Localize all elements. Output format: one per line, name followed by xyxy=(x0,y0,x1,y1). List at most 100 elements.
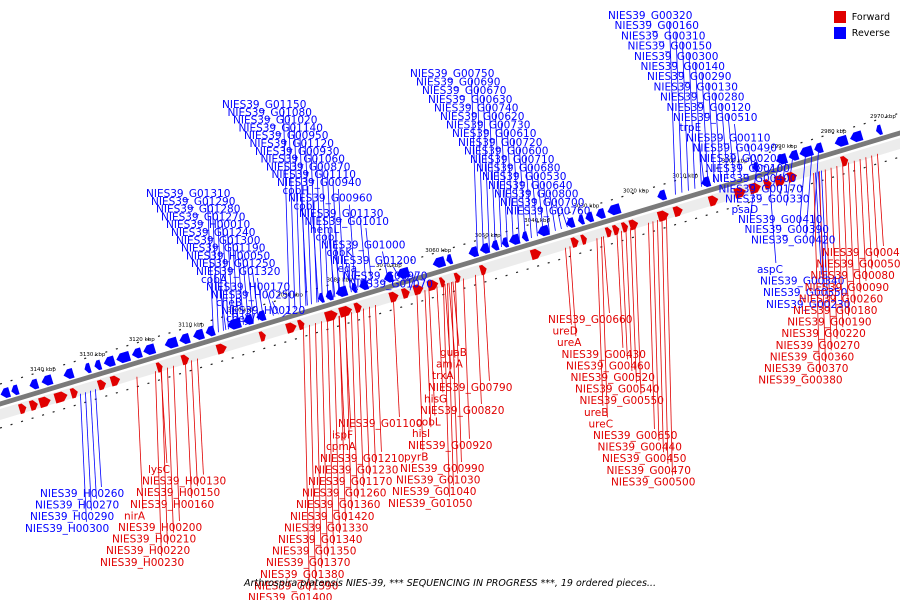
label-leader xyxy=(267,293,274,316)
forward-gene-label: NIES39_G01260 xyxy=(302,488,386,500)
gene-arrows xyxy=(0,124,883,415)
reverse-gene-arrow xyxy=(752,161,760,173)
forward-gene-arrow xyxy=(570,237,579,248)
label-leader xyxy=(455,280,462,463)
scale-tick-label: 3080 kbp xyxy=(326,278,352,284)
reverse-gene-arrow xyxy=(479,242,491,254)
label-leader xyxy=(596,238,604,406)
reverse-gene-label: NIES39_G00970 xyxy=(343,271,427,283)
label-leader xyxy=(345,259,352,293)
forward-gene-arrow xyxy=(628,219,639,231)
forward-gene-label: NIES39_G00460 xyxy=(566,360,650,372)
label-leader xyxy=(90,390,97,499)
reverse-gene-label: NIES39_G00710 xyxy=(470,154,554,166)
forward-gene-label: amiA xyxy=(436,359,464,371)
label-leader xyxy=(360,220,367,288)
reverse-gene-arrow xyxy=(29,378,40,390)
forward-gene-label: NIES39_H00230 xyxy=(100,557,184,569)
label-leader xyxy=(222,223,229,330)
forward-gene-label: NIES39_G00500 xyxy=(611,476,695,488)
reverse-gene-label: NIES39_G00680 xyxy=(476,163,560,175)
reverse-gene-arrow xyxy=(103,355,116,367)
reverse-gene-arrow xyxy=(11,384,20,396)
label-leader xyxy=(630,228,637,383)
reverse-gene-label: NIES39_H00010 xyxy=(166,219,250,231)
forward-gene-arrow xyxy=(18,403,27,415)
forward-gene-arrow xyxy=(388,291,399,303)
reverse-gene-label: NIES39_G00310 xyxy=(621,30,705,42)
forward-gene-label: lysC xyxy=(148,464,170,476)
label-leader xyxy=(652,221,660,441)
reverse-gene-arrow xyxy=(318,292,325,303)
forward-gene-label: NIES39_G01400 xyxy=(248,592,332,600)
label-leader xyxy=(675,32,683,193)
forward-gene-arrow xyxy=(53,391,68,404)
reverse-gene-arrow xyxy=(607,203,622,216)
forward-gene-label: cpmA xyxy=(326,441,357,453)
label-leader xyxy=(634,226,642,395)
reverse-gene-label: NIES39_G00690 xyxy=(416,77,500,89)
forward-gene-label: NIES39_G00540 xyxy=(575,384,659,396)
forward-gene-label: pyrB xyxy=(404,451,428,463)
label-leader xyxy=(334,243,341,296)
reverse-gene-label: NIES39_G00720 xyxy=(458,137,542,149)
legend-reverse: Reverse xyxy=(833,25,890,41)
reverse-gene-label: NIES39_G01150 xyxy=(222,99,306,111)
label-leader xyxy=(349,204,356,292)
reverse-gene-label: hemL xyxy=(310,224,339,236)
forward-gene-label: NIES39_H00160 xyxy=(130,499,214,511)
forward-gene-arrow xyxy=(69,388,78,399)
label-leader xyxy=(483,97,490,251)
forward-gene-label: NIES39_H00150 xyxy=(136,487,220,499)
forward-gene-label: hisG xyxy=(424,393,447,405)
forward-gene-label: NIES39_H00220 xyxy=(106,545,190,557)
reverse-gene-arrow xyxy=(227,317,242,330)
reverse-gene-arrow xyxy=(788,149,800,161)
reverse-gene-label: NIES39_G01000 xyxy=(321,239,405,251)
label-leader xyxy=(363,308,370,476)
label-leader xyxy=(207,199,214,334)
label-leader xyxy=(315,323,322,568)
forward-gene-label: NIES39_G00430 xyxy=(562,349,646,361)
label-leader xyxy=(531,165,538,237)
reverse-gene-label: NIES39_G00750 xyxy=(410,68,494,80)
reverse-gene-label: NIES39_G00870 xyxy=(266,161,350,173)
label-leader xyxy=(773,163,780,186)
label-leader xyxy=(601,236,608,418)
forward-gene-label: NIES39_G00260 xyxy=(799,293,883,305)
label-leader xyxy=(616,232,624,348)
forward-gene-arrow xyxy=(438,277,446,288)
label-leader xyxy=(695,62,702,187)
forward-gene-arrow xyxy=(353,302,362,314)
forward-gene-label: NIES39_G01340 xyxy=(278,534,362,546)
scale-tick-label: 3050 kbp xyxy=(475,233,501,239)
label-leader xyxy=(167,367,174,533)
reverse-gene-label: NIES39_G01280 xyxy=(156,204,240,216)
reverse-gene-label: NIES39_G01130 xyxy=(299,208,383,220)
reverse-gene-label: NIES39_G00600 xyxy=(464,145,548,157)
forward-gene-label: ureB xyxy=(584,407,608,419)
reverse-gene-arrow xyxy=(396,266,411,279)
label-leader xyxy=(436,286,444,393)
scale-tick-label: 3070 kbp xyxy=(376,263,402,269)
reverse-gene-label: NIES39_G00420 xyxy=(751,234,835,246)
label-leader xyxy=(321,165,329,300)
reverse-gene-label: NIES39_G00130 xyxy=(654,81,738,93)
label-leader xyxy=(495,114,502,248)
scale-tick-label: 2980 kbp xyxy=(821,129,847,135)
reverse-gene-label: NIES39_G00760 xyxy=(506,206,590,218)
label-leader xyxy=(173,365,180,522)
reverse-gene-label: NIES39_H00300 xyxy=(25,523,109,535)
reverse-gene-arrow xyxy=(468,246,480,258)
reverse-gene-label: cheW xyxy=(226,313,256,325)
legend-reverse-label: Reverse xyxy=(851,27,890,39)
reverse-gene-label: aspC xyxy=(757,264,783,276)
map-caption: Arthrospira platensis NIES-39, *** SEQUE… xyxy=(244,578,656,589)
scale-tick-label: 3020 kbp xyxy=(623,188,649,194)
forward-gene-label: NIES39_G00790 xyxy=(428,382,512,394)
label-leader xyxy=(242,254,249,324)
forward-gene-label: NIES39_H00130 xyxy=(142,476,226,488)
reverse-gene-label: NIES39_G00670 xyxy=(422,85,506,97)
forward-gene-arrow xyxy=(656,210,669,222)
